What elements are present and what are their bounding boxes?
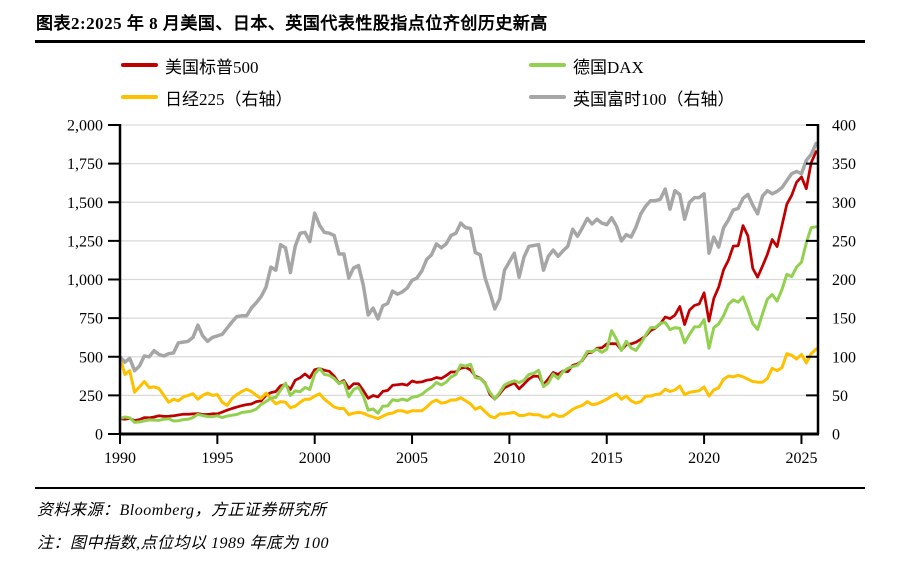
legend-label-nikkei: 日经225（右轴） bbox=[165, 89, 293, 109]
title-divider bbox=[35, 40, 865, 43]
left-axis-label: 250 bbox=[79, 388, 103, 405]
left-axis-label: 1,500 bbox=[67, 195, 103, 212]
right-axis-label: 300 bbox=[832, 195, 856, 212]
x-axis-label: 2005 bbox=[396, 450, 428, 467]
legend-swatch-sp500 bbox=[121, 63, 158, 67]
legend-label-sp500: 美国标普500 bbox=[165, 57, 259, 77]
legend-item-nikkei: 日经225（右轴） bbox=[121, 82, 529, 112]
footnote: 注：图中指数,点位均以 1989 年底为 100 bbox=[37, 535, 330, 552]
x-axis-label: 2015 bbox=[591, 450, 623, 467]
legend-label-dax: 德国DAX bbox=[573, 57, 644, 77]
left-axis-label: 500 bbox=[79, 349, 103, 366]
footer-divider bbox=[35, 487, 865, 489]
legend-item-sp500: 美国标普500 bbox=[121, 50, 529, 80]
x-axis-label: 2010 bbox=[493, 450, 525, 467]
x-axis-label: 2025 bbox=[785, 450, 817, 467]
right-axis-label: 200 bbox=[832, 272, 856, 289]
x-axis-label: 2020 bbox=[688, 450, 720, 467]
x-axis-label: 1995 bbox=[201, 450, 233, 467]
right-axis-label: 350 bbox=[832, 156, 856, 173]
left-axis-label: 1,000 bbox=[67, 272, 103, 289]
source-note: 资料来源：Bloomberg，方正证券研究所 bbox=[37, 502, 327, 519]
x-axis-label: 1990 bbox=[104, 450, 136, 467]
left-axis-label: 0 bbox=[95, 427, 103, 444]
legend-item-dax: 德国DAX bbox=[529, 50, 821, 80]
right-axis-label: 250 bbox=[832, 233, 856, 250]
right-axis-label: 0 bbox=[832, 427, 840, 444]
legend-label-ftse: 英国富时100（右轴） bbox=[573, 89, 735, 109]
right-axis-label: 150 bbox=[832, 311, 856, 328]
left-axis-label: 2,000 bbox=[67, 118, 103, 135]
legend-swatch-ftse bbox=[529, 95, 566, 99]
left-axis-label: 1,250 bbox=[67, 233, 103, 250]
legend-swatch-dax bbox=[529, 63, 566, 67]
line-ftse100 bbox=[118, 141, 818, 373]
right-axis-label: 100 bbox=[832, 349, 856, 366]
legend-item-ftse: 英国富时100（右轴） bbox=[529, 82, 821, 112]
right-axis-label: 400 bbox=[832, 118, 856, 135]
left-axis-label: 1,750 bbox=[67, 156, 103, 173]
chart-title: 图表2:2025 年 8 月美国、日本、英国代表性股指点位齐创历史新高 bbox=[36, 14, 548, 33]
left-axis-label: 750 bbox=[79, 311, 103, 328]
right-axis-label: 50 bbox=[832, 388, 848, 405]
line-dax bbox=[118, 225, 818, 424]
line-nikkei225 bbox=[118, 347, 818, 421]
x-axis-label: 2000 bbox=[299, 450, 331, 467]
legend-swatch-nikkei bbox=[121, 95, 158, 99]
line-sp500 bbox=[118, 150, 818, 422]
chart-legend: 美国标普500 德国DAX 日经225（右轴） 英国富时100（右轴） bbox=[121, 50, 821, 112]
